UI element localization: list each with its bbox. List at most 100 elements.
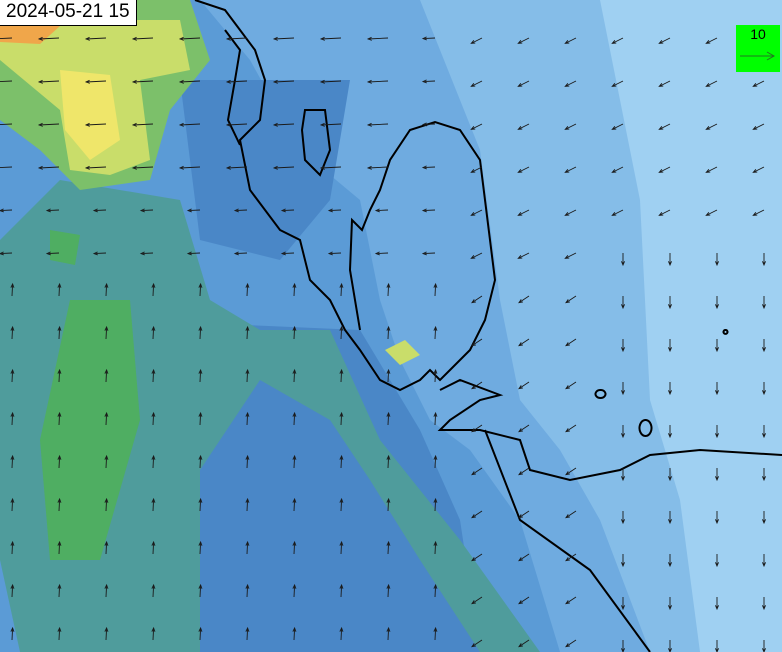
- wind-arrow: [386, 282, 391, 297]
- wind-arrow: [339, 411, 344, 426]
- wind-arrow: [517, 80, 530, 87]
- wind-arrow: [178, 122, 201, 127]
- wind-arrow: [272, 79, 295, 84]
- wind-arrow: [433, 626, 438, 641]
- wind-arrow: [705, 37, 718, 44]
- wind-arrow: [386, 497, 391, 512]
- wind-arrow: [339, 540, 344, 555]
- wind-arrow: [339, 583, 344, 598]
- wind-arrow: [564, 209, 577, 216]
- wind-arrow: [225, 165, 248, 170]
- wind-arrow: [565, 295, 577, 304]
- wind-arrow: [668, 597, 672, 611]
- wind-arrow: [245, 325, 250, 340]
- wind-arrow: [272, 165, 295, 170]
- wind-arrow: [621, 253, 625, 267]
- wind-arrow: [131, 79, 154, 84]
- wind-arrow: [292, 368, 297, 383]
- wind-arrow: [386, 325, 391, 340]
- wind-arrow: [186, 251, 201, 256]
- wind-arrow: [104, 583, 109, 598]
- wind-arrow: [374, 208, 389, 213]
- right-arrow-icon: [740, 51, 776, 61]
- wind-arrow: [715, 296, 719, 310]
- field-region: [180, 80, 350, 260]
- wind-arrow: [471, 381, 483, 390]
- wind-arrow: [470, 123, 483, 130]
- wind-arrow: [565, 510, 577, 519]
- wind-arrow: [272, 122, 295, 127]
- wind-arrow: [518, 639, 530, 648]
- wind-arrow: [565, 639, 577, 648]
- wind-arrow: [10, 454, 15, 469]
- wind-arrow: [433, 282, 438, 297]
- wind-arrow: [715, 554, 719, 568]
- wind-arrow: [565, 424, 577, 433]
- wind-arrow: [470, 252, 483, 259]
- wind-arrow: [421, 122, 436, 127]
- wind-arrow: [245, 454, 250, 469]
- wind-arrow: [151, 411, 156, 426]
- wind-arrow: [470, 209, 483, 216]
- wind-arrow: [233, 208, 248, 213]
- wind-arrow: [762, 640, 766, 652]
- wind-arrow: [611, 166, 624, 173]
- wind-arrow: [151, 540, 156, 555]
- wind-arrow: [715, 339, 719, 353]
- wind-scale-value: 10: [750, 26, 766, 42]
- wind-arrow: [0, 251, 13, 256]
- wind-arrow: [621, 468, 625, 482]
- wind-arrow: [245, 368, 250, 383]
- wind-arrow: [198, 368, 203, 383]
- wind-arrow: [752, 209, 765, 216]
- wind-arrow: [292, 282, 297, 297]
- wind-arrow: [245, 497, 250, 512]
- wind-arrow: [621, 511, 625, 525]
- wind-arrow: [715, 253, 719, 267]
- wind-arrow: [10, 626, 15, 641]
- wind-arrow: [198, 325, 203, 340]
- wind-arrow: [57, 282, 62, 297]
- wind-arrow: [471, 467, 483, 476]
- wind-arrow: [668, 382, 672, 396]
- field-region: [0, 180, 540, 652]
- wind-arrow: [366, 36, 389, 41]
- wind-arrow: [658, 37, 671, 44]
- wind-arrow: [339, 368, 344, 383]
- wind-arrow: [37, 79, 60, 84]
- wind-arrow: [621, 425, 625, 439]
- wind-arrow: [37, 122, 60, 127]
- wind-arrow: [0, 166, 13, 169]
- wind-arrow: [705, 166, 718, 173]
- wind-arrow: [621, 597, 625, 611]
- wind-arrow: [433, 540, 438, 555]
- wind-arrow: [319, 36, 342, 41]
- wind-arrow: [104, 325, 109, 340]
- wind-arrow: [386, 583, 391, 598]
- wind-arrow: [292, 454, 297, 469]
- wind-arrow: [715, 640, 719, 652]
- wind-arrow: [658, 209, 671, 216]
- wind-arrow: [245, 540, 250, 555]
- wind-arrow: [668, 554, 672, 568]
- wind-arrow: [621, 382, 625, 396]
- wind-arrow: [658, 80, 671, 87]
- wind-arrow: [471, 338, 483, 347]
- wind-arrow: [198, 411, 203, 426]
- wind-arrow: [151, 454, 156, 469]
- wind-arrow: [104, 411, 109, 426]
- wind-arrow: [272, 36, 295, 41]
- wind-arrow: [668, 425, 672, 439]
- wind-arrow: [319, 165, 342, 170]
- wind-arrow: [715, 382, 719, 396]
- wind-arrow: [421, 36, 436, 41]
- wind-arrow: [471, 424, 483, 433]
- wind-arrow: [339, 325, 344, 340]
- wind-arrow: [433, 411, 438, 426]
- wind-arrow: [339, 497, 344, 512]
- wind-arrow: [198, 626, 203, 641]
- wind-arrow: [366, 79, 389, 84]
- timestamp-label: 2024-05-21 15: [0, 0, 137, 26]
- wind-arrow: [386, 454, 391, 469]
